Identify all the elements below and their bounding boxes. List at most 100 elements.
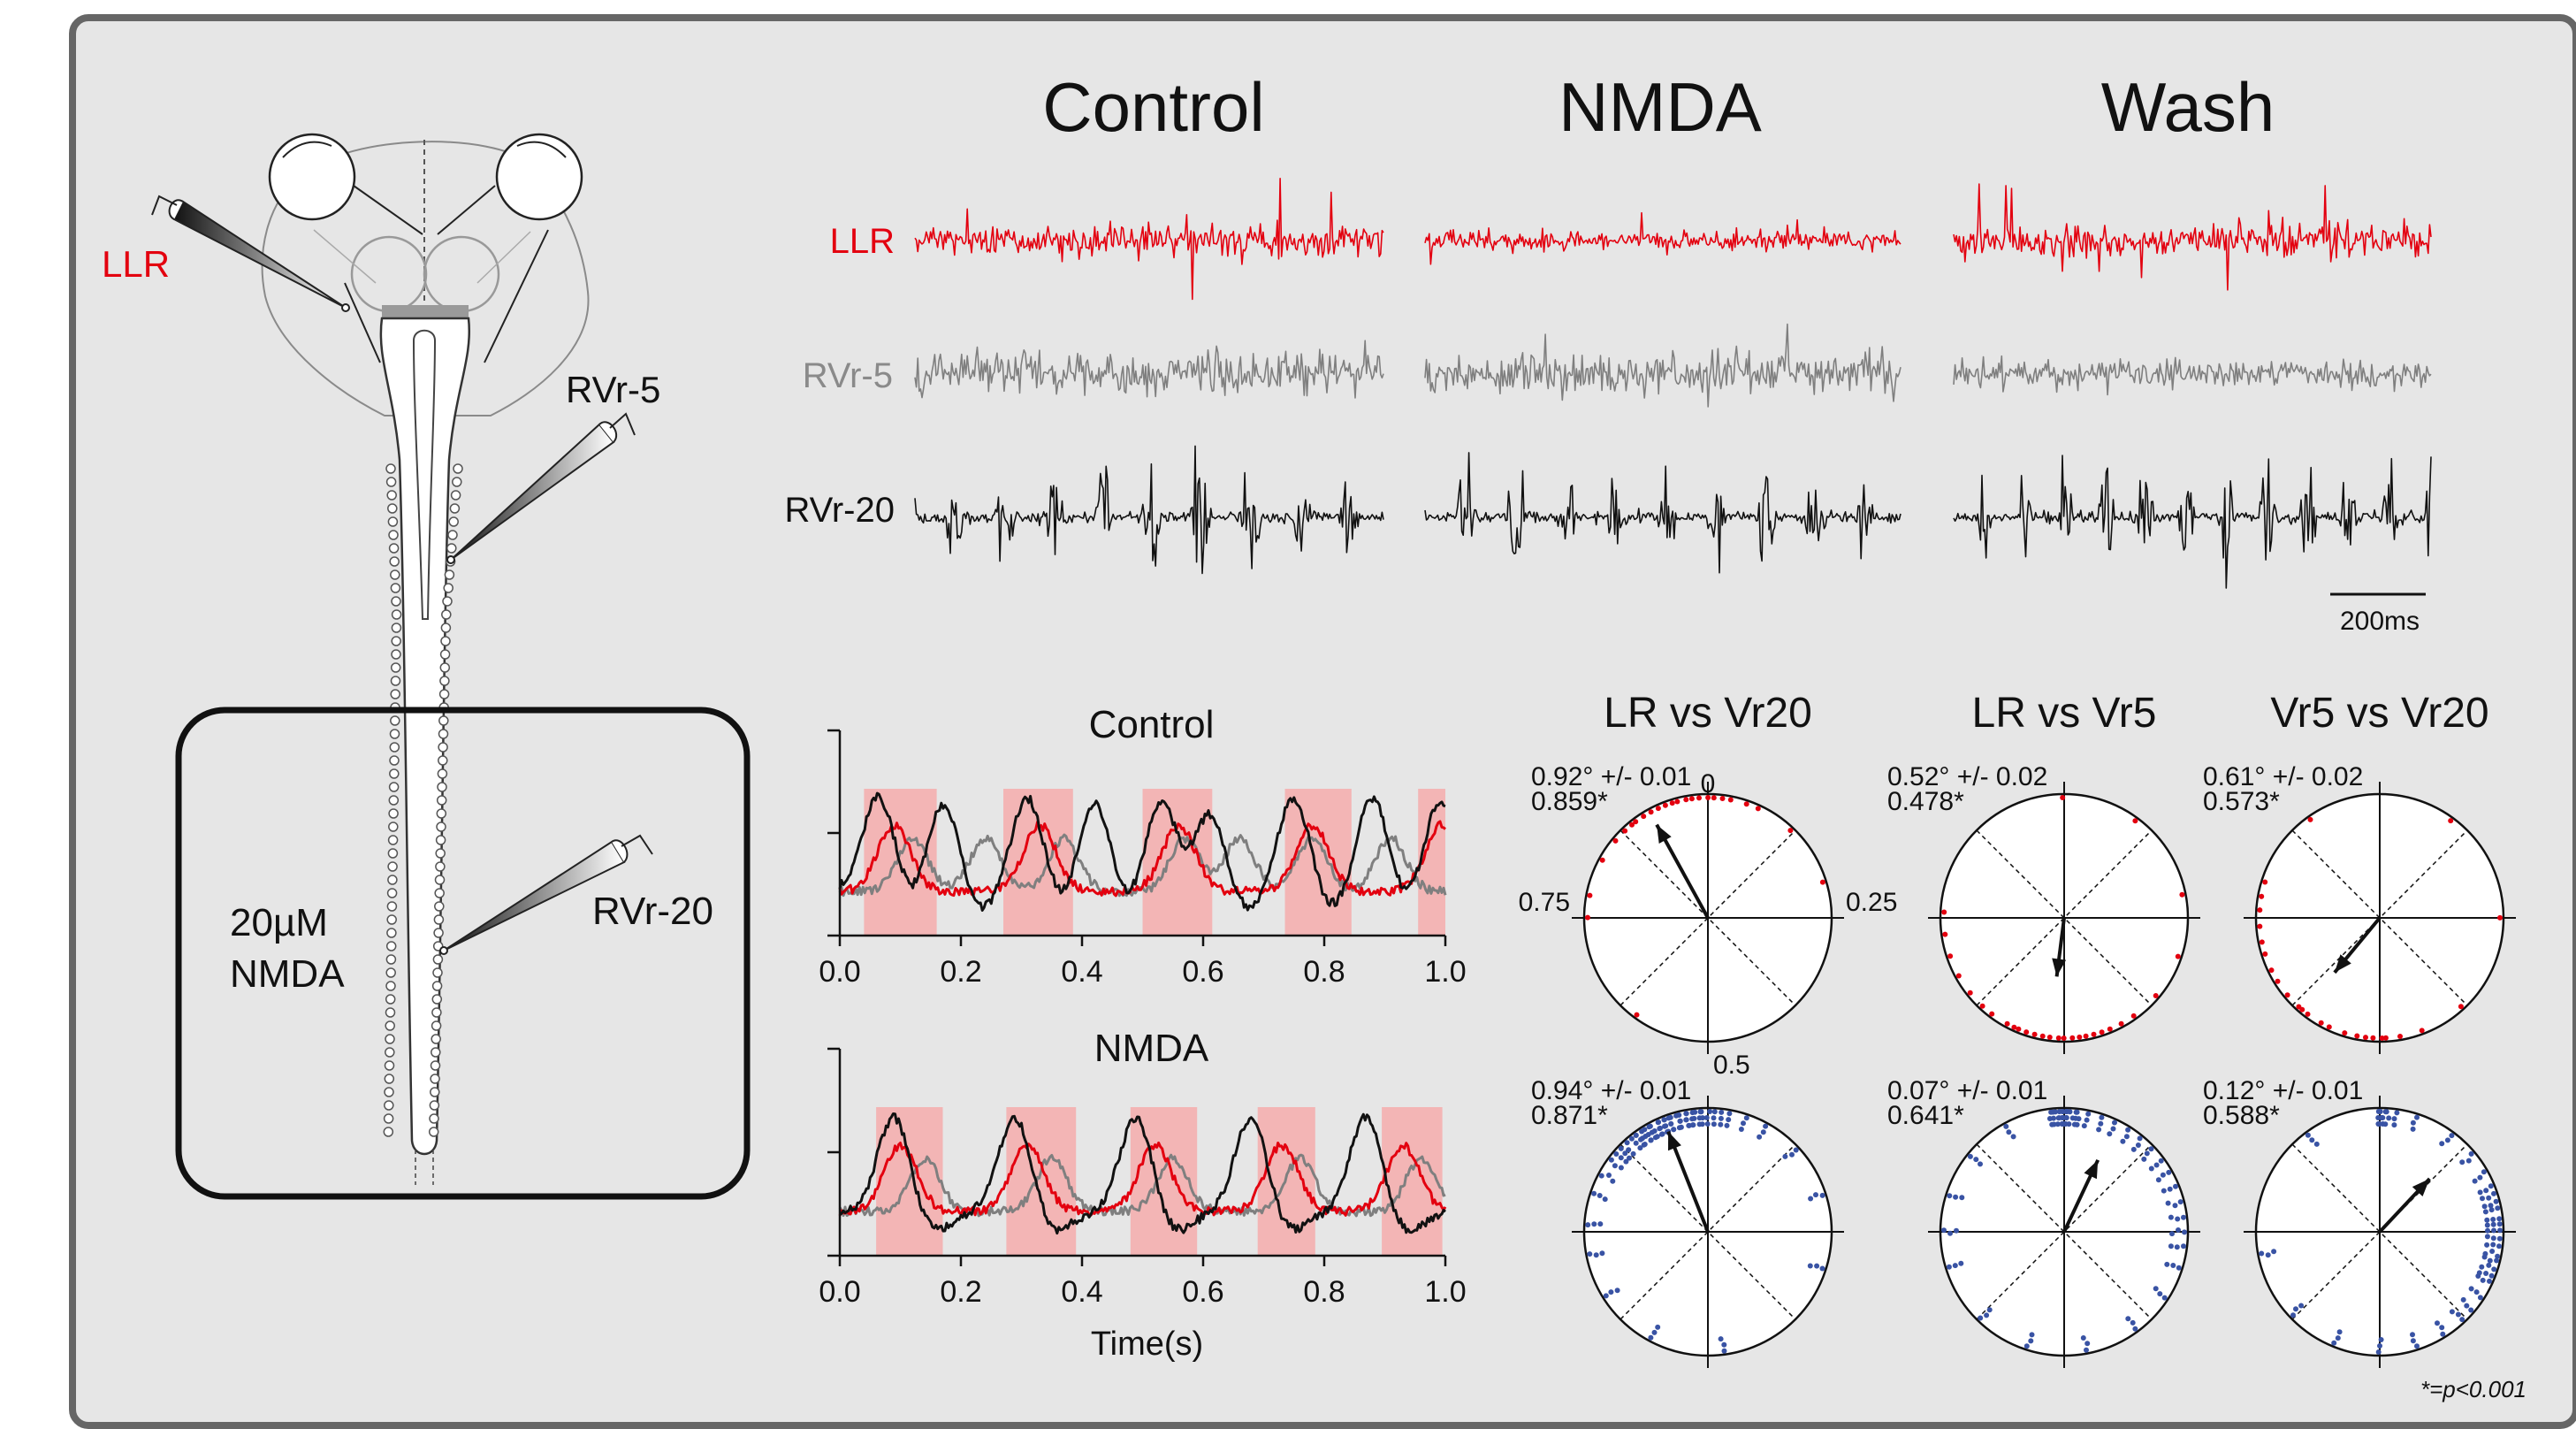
x-tick-label: 0.4 <box>1061 1275 1102 1309</box>
phase-point <box>1984 1312 1990 1318</box>
phase-point <box>2046 1035 2053 1040</box>
phase-point <box>1661 1117 1667 1123</box>
phase-point <box>2489 1249 2496 1254</box>
phase-point <box>1612 837 1619 844</box>
right-eye <box>495 133 583 221</box>
phase-point <box>1613 1151 1620 1157</box>
segment-marker <box>447 530 458 540</box>
segment-marker <box>390 676 401 686</box>
segment-marker <box>385 967 396 978</box>
phase-point <box>2123 1134 2130 1140</box>
segment-marker <box>385 981 396 991</box>
stat-vector-length: 0.641* <box>1887 1101 1964 1130</box>
phase-point <box>2148 1146 2154 1152</box>
phase-point <box>1967 1153 1973 1159</box>
phase-point <box>2480 1196 2485 1202</box>
phase-point <box>2170 1263 2176 1268</box>
phase-point <box>2397 1034 2403 1039</box>
segment-marker <box>449 503 461 514</box>
phase-point <box>2496 1221 2503 1227</box>
phase-point <box>1608 1289 1614 1295</box>
segment-marker <box>439 662 451 673</box>
segment-marker <box>389 742 400 753</box>
phase-point <box>1669 800 1675 806</box>
phase-point <box>1646 1124 1652 1130</box>
phase-point <box>1692 1109 1698 1115</box>
x-tick-label: 0.8 <box>1303 1275 1345 1309</box>
segment-marker <box>429 1100 440 1111</box>
segment-marker <box>430 1074 440 1084</box>
segment-marker <box>386 901 398 912</box>
phase-point <box>1760 1129 1766 1135</box>
stat-mean-phase: 0.12° +/- 0.01 <box>2203 1076 2363 1105</box>
phase-point <box>2496 1243 2502 1249</box>
phase-point <box>1954 1227 1959 1234</box>
phase-point <box>2386 1115 2392 1121</box>
x-tick-label: 0.8 <box>1303 955 1345 989</box>
phase-point <box>2125 1127 2131 1133</box>
stat-vector-length: 0.871* <box>1531 1101 1608 1130</box>
phase-point <box>2029 1332 2035 1338</box>
phase-point <box>2262 951 2268 957</box>
phase-point <box>2028 1338 2034 1344</box>
phase-point <box>2262 879 2268 885</box>
phase-point <box>2182 1229 2187 1235</box>
significance-footnote: *=p<0.001 <box>2420 1376 2526 1402</box>
segment-marker <box>391 596 401 607</box>
phase-point <box>2168 1214 2174 1220</box>
phase-point <box>2132 818 2138 824</box>
phase-point <box>1690 1122 1696 1128</box>
segment-marker <box>430 1087 440 1097</box>
phase-point <box>2060 795 2066 800</box>
electrode-label-rvr20: RVr-20 <box>592 890 713 933</box>
phase-point <box>1633 1140 1639 1146</box>
stat-mean-phase: 0.94° +/- 0.01 <box>1531 1076 1691 1105</box>
mean-vector-arrowhead <box>2412 1179 2430 1196</box>
phase-point <box>2383 1109 2389 1115</box>
segment-marker <box>386 888 398 898</box>
trace-rvr5-wash <box>1953 355 2432 396</box>
x-tick-label: 0.0 <box>819 955 860 989</box>
segment-marker <box>453 463 463 474</box>
phase-point <box>1941 1227 1947 1234</box>
phase-point <box>1642 1142 1648 1147</box>
series-line-red <box>838 820 1446 898</box>
phase-point <box>1610 1178 1616 1184</box>
phase-point <box>1793 1147 1799 1153</box>
segment-marker <box>386 914 397 925</box>
phase-point <box>1628 1135 1635 1142</box>
phase-point <box>2459 1159 2465 1165</box>
bath-label-line1: 20µM <box>230 901 328 944</box>
phase-point <box>2148 1165 2154 1172</box>
phase-point <box>1629 821 1635 828</box>
segment-marker <box>390 689 400 699</box>
phase-point <box>2023 1343 2030 1349</box>
phase-point <box>1986 1307 1993 1313</box>
phase-point <box>2165 1200 2171 1206</box>
segment-marker <box>386 928 397 938</box>
x-tick-label: 0.6 <box>1182 955 1223 989</box>
segment-marker <box>385 994 396 1005</box>
raw-traces-panel: Control NMDA Wash LLR RVr-5 RVr-20 200ms <box>785 68 2432 636</box>
phase-point <box>2164 1261 2170 1267</box>
segment-marker <box>438 755 448 766</box>
phase-point <box>2468 1150 2474 1157</box>
phase-point <box>1755 806 1761 812</box>
segment-marker <box>444 569 455 580</box>
phase-point <box>1585 1222 1591 1228</box>
phase-point <box>2257 907 2263 913</box>
polar-plot-title: LR vs Vr20 <box>1604 690 1812 737</box>
stat-vector-length: 0.859* <box>1531 787 1608 816</box>
phase-point <box>2460 1296 2466 1303</box>
segment-marker <box>430 1060 441 1071</box>
x-tick-label: 1.0 <box>1424 1275 1466 1309</box>
phase-point <box>2168 1243 2174 1249</box>
electrode-rvr5 <box>446 412 636 564</box>
phase-point <box>1955 973 1962 979</box>
segment-marker <box>431 1047 441 1058</box>
phase-point <box>2259 893 2265 899</box>
mean-vector <box>1655 823 1710 919</box>
phase-point <box>1585 914 1590 921</box>
phase-point <box>1724 1122 1730 1128</box>
phase-point <box>1597 1221 1604 1227</box>
